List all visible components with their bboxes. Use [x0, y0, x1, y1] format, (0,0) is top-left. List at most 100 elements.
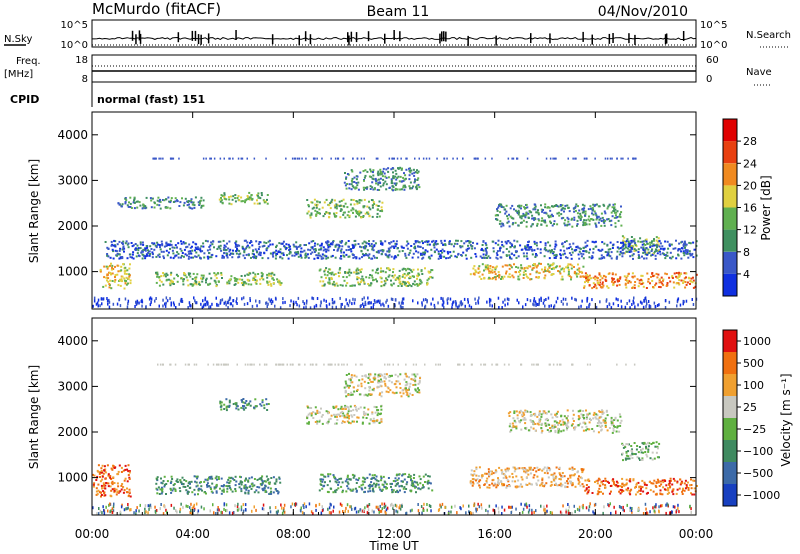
echo-cell: [505, 254, 508, 257]
echo-cell: [585, 250, 588, 253]
echo-cell: [268, 280, 271, 283]
echo-cell: [478, 275, 481, 278]
echo-cell: [682, 250, 685, 253]
echo-cell: [173, 246, 176, 249]
echo-cell: [418, 391, 421, 394]
echo-cell: [385, 188, 388, 191]
echo-cell: [337, 413, 340, 416]
echo-cell: [353, 474, 356, 477]
echo-cell: [386, 386, 389, 389]
ground-cell: [204, 296, 207, 300]
echo-cell: [328, 278, 331, 281]
echo-cell: [117, 253, 120, 256]
echo-cell: [110, 478, 113, 480]
echo-cell: [202, 276, 205, 279]
echo-cell: [527, 212, 530, 215]
echo-cell: [366, 476, 369, 479]
echo-cell: [223, 484, 225, 487]
echo-cell: [604, 219, 607, 222]
echo-cell: [530, 248, 533, 251]
echo-cell: [325, 248, 328, 251]
echo-cell: [620, 241, 622, 244]
echo-cell: [400, 395, 403, 398]
echo-cell: [625, 276, 628, 279]
ground-cell: [372, 305, 374, 309]
echo-cell: [117, 284, 120, 287]
echo-cell: [266, 247, 269, 250]
echo-cell: [394, 255, 397, 258]
echo-cell: [593, 204, 596, 207]
echo-cell: [189, 482, 191, 485]
echo-cell: [159, 200, 162, 203]
ground-cell: [608, 303, 611, 307]
echo-cell: [266, 281, 269, 284]
echo-cell: [240, 490, 243, 493]
echo-cell: [279, 248, 282, 251]
echo-cell: [349, 203, 352, 206]
echo-cell: [375, 484, 378, 487]
echo-cell: [245, 282, 248, 285]
echo-cell: [259, 241, 262, 244]
echo-cell: [373, 245, 376, 248]
echo-cell: [362, 186, 365, 189]
echo-cell: [384, 175, 387, 178]
echo-cell: [543, 248, 546, 251]
echo-cell: [170, 280, 173, 283]
echo-cell: [358, 199, 361, 202]
echo-cell: [380, 270, 383, 273]
echo-cell: [320, 244, 323, 247]
echo-cell: [384, 271, 387, 274]
echo-cell: [359, 269, 361, 272]
echo-cell: [266, 194, 269, 196]
echo-cell: [594, 240, 597, 243]
ground-cell: [610, 306, 613, 310]
echo-cell: [370, 199, 373, 201]
ground-cell: [634, 305, 636, 309]
echo-cell: [472, 267, 475, 270]
echo-cell: [120, 466, 123, 469]
echo-cell: [504, 470, 507, 473]
date-label: 04/Nov/2010: [598, 4, 688, 20]
echo-cell: [295, 241, 298, 244]
ground-cell: [282, 301, 284, 305]
echo-cell: [133, 196, 136, 199]
echo-cell: [540, 204, 542, 207]
echo-cell: [250, 194, 253, 197]
echo-cell: [158, 276, 161, 278]
echo-cell: [379, 276, 382, 279]
echo-cell: [505, 210, 508, 213]
echo-cell: [149, 253, 152, 255]
echo-cell: [557, 270, 560, 272]
echo-cell: [529, 278, 532, 281]
echo-cell: [354, 243, 357, 246]
ground-cell: [555, 300, 558, 304]
echo-cell: [677, 254, 680, 257]
echo-cell: [312, 411, 315, 413]
echo-cell: [346, 413, 349, 416]
echo-cell: [379, 168, 382, 171]
echo-cell: [145, 253, 148, 256]
echo-cell: [600, 220, 603, 222]
echo-cell: [491, 269, 494, 272]
echo-cell: [344, 406, 346, 409]
ground-cell: [637, 303, 639, 307]
echo-cell: [277, 251, 280, 254]
echo-cell: [235, 407, 238, 410]
echo-cell: [403, 491, 406, 494]
echo-cell: [584, 241, 587, 244]
echo-cell: [344, 243, 347, 246]
echo-cell: [656, 252, 659, 255]
echo-cell: [611, 280, 613, 283]
ground-cell: [339, 296, 341, 300]
echo-cell: [163, 273, 166, 276]
echo-cell: [653, 244, 656, 247]
echo-cell: [195, 248, 198, 250]
echo-cell: [450, 254, 453, 257]
echo-cell: [671, 255, 674, 258]
echo-cell: [159, 207, 162, 210]
echo-cell: [379, 170, 382, 173]
sparse-cell: [462, 157, 464, 160]
echo-cell: [380, 479, 383, 482]
echo-cell: [229, 477, 232, 480]
echo-cell: [114, 244, 117, 247]
